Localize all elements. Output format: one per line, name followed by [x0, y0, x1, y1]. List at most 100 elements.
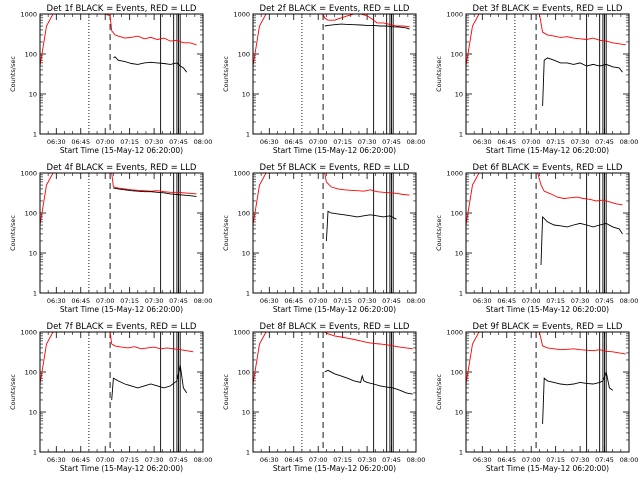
x-tick-label: 07:45: [595, 138, 614, 146]
x-tick-label: 08:00: [407, 138, 426, 146]
y-tick-label: 100: [238, 210, 250, 218]
x-axis-label: Start Time (15-May-12 06:20:00): [60, 464, 183, 473]
x-tick-label: 07:30: [358, 456, 377, 464]
x-tick-label: 07:45: [169, 297, 188, 305]
panel-title: Det 6f BLACK = Events, RED = LLD: [473, 163, 623, 173]
x-tick-label: 07:15: [120, 456, 139, 464]
y-tick-label: 1000: [233, 329, 250, 337]
y-tick-label: 10: [455, 91, 463, 99]
lld-series-line: [40, 14, 197, 67]
y-tick-label: 100: [25, 210, 37, 218]
x-tick-label: 06:45: [284, 138, 303, 146]
x-tick-label: 07:45: [169, 138, 188, 146]
y-tick-label: 10: [455, 409, 463, 417]
x-tick-label: 06:30: [473, 138, 492, 146]
y-tick-label: 10: [29, 409, 37, 417]
detector-panel: Det 5f BLACK = Events, RED = LLD Counts/s…: [222, 163, 425, 314]
detector-panel: Det 8f BLACK = Events, RED = LLD Counts/s…: [222, 322, 425, 473]
x-tick-label: 06:45: [71, 297, 90, 305]
x-axis-label: Start Time (15-May-12 06:20:00): [486, 146, 609, 155]
detector-panel: Det 4f BLACK = Events, RED = LLD Counts/s…: [9, 163, 212, 314]
y-tick-label: 1: [459, 449, 463, 457]
x-tick-label: 06:45: [71, 456, 90, 464]
x-axis-label: Start Time (15-May-12 06:20:00): [60, 305, 183, 314]
plot-frame: [252, 13, 417, 135]
x-tick-label: 07:45: [382, 297, 401, 305]
lld-series-line: [466, 332, 626, 385]
x-tick-label: 06:30: [47, 138, 66, 146]
events-series-line: [324, 369, 413, 395]
plot-frame: [252, 172, 417, 294]
y-tick-label: 10: [242, 250, 250, 258]
x-tick-label: 08:00: [407, 297, 426, 305]
y-tick-label: 1000: [446, 11, 463, 19]
x-tick-label: 07:45: [595, 456, 614, 464]
plot-frame: [465, 13, 630, 135]
x-axis-label: Start Time (15-May-12 06:20:00): [60, 146, 183, 155]
detector-panel: Det 9f BLACK = Events, RED = LLD Counts/s…: [435, 322, 638, 473]
y-tick-label: 1000: [20, 11, 37, 19]
lld-series-line: [253, 173, 410, 226]
events-series-line: [111, 364, 188, 401]
detector-panel: Det 1f BLACK = Events, RED = LLD Counts/s…: [9, 4, 212, 155]
x-tick-label: 07:00: [522, 456, 541, 464]
x-tick-label: 07:30: [358, 297, 377, 305]
y-tick-label: 10: [29, 91, 37, 99]
x-tick-label: 07:15: [333, 138, 352, 146]
x-tick-label: 07:00: [96, 138, 115, 146]
x-tick-label: 07:45: [169, 456, 188, 464]
x-tick-label: 06:45: [284, 297, 303, 305]
y-tick-label: 10: [242, 409, 250, 417]
events-series-line: [540, 215, 623, 266]
y-tick-label: 100: [238, 51, 250, 59]
y-tick-label: 1000: [233, 11, 250, 19]
y-tick-label: 10: [29, 250, 37, 258]
events-series-line: [542, 57, 623, 107]
y-tick-label: 100: [25, 369, 37, 377]
y-tick-label: 1: [246, 449, 250, 457]
y-tick-label: 10: [242, 91, 250, 99]
y-tick-label: 100: [451, 51, 463, 59]
y-tick-label: 1: [246, 290, 250, 298]
y-axis-label: Counts/sec: [222, 374, 230, 410]
detector-panel: Det 3f BLACK = Events, RED = LLD Counts/s…: [435, 4, 638, 155]
x-tick-label: 07:15: [333, 297, 352, 305]
x-tick-label: 08:00: [407, 456, 426, 464]
lld-series-line: [253, 14, 410, 67]
y-tick-label: 1000: [446, 329, 463, 337]
panel-title: Det 9f BLACK = Events, RED = LLD: [473, 322, 623, 332]
x-tick-label: 08:00: [194, 297, 213, 305]
x-tick-label: 07:00: [522, 297, 541, 305]
panel-title: Det 4f BLACK = Events, RED = LLD: [47, 163, 197, 173]
y-tick-label: 100: [25, 51, 37, 59]
x-tick-label: 06:30: [260, 456, 279, 464]
x-tick-label: 08:00: [194, 138, 213, 146]
x-tick-label: 06:30: [47, 456, 66, 464]
x-tick-label: 08:00: [620, 456, 639, 464]
x-tick-label: 06:30: [473, 297, 492, 305]
x-tick-label: 07:30: [145, 138, 164, 146]
lld-series-line: [466, 173, 623, 226]
panel-title: Det 1f BLACK = Events, RED = LLD: [47, 4, 197, 14]
x-tick-label: 07:30: [145, 456, 164, 464]
lld-series-line: [40, 173, 197, 226]
x-tick-label: 08:00: [620, 138, 639, 146]
x-tick-label: 07:30: [571, 138, 590, 146]
events-series-line: [113, 56, 188, 73]
y-tick-label: 1000: [20, 329, 37, 337]
events-series-line: [542, 370, 613, 425]
x-tick-label: 07:45: [595, 297, 614, 305]
x-axis-label: Start Time (15-May-12 06:20:00): [273, 146, 396, 155]
x-tick-label: 07:45: [382, 456, 401, 464]
detector-panel: Det 7f BLACK = Events, RED = LLD Counts/s…: [9, 322, 212, 473]
y-axis-label: Counts/sec: [435, 374, 443, 410]
lld-series-line: [466, 14, 626, 67]
x-tick-label: 06:30: [260, 297, 279, 305]
x-tick-label: 06:30: [260, 138, 279, 146]
x-tick-label: 08:00: [194, 456, 213, 464]
panel-title: Det 3f BLACK = Events, RED = LLD: [473, 4, 623, 14]
x-axis-label: Start Time (15-May-12 06:20:00): [486, 305, 609, 314]
y-tick-label: 1: [459, 131, 463, 139]
lld-series-line: [40, 332, 194, 385]
